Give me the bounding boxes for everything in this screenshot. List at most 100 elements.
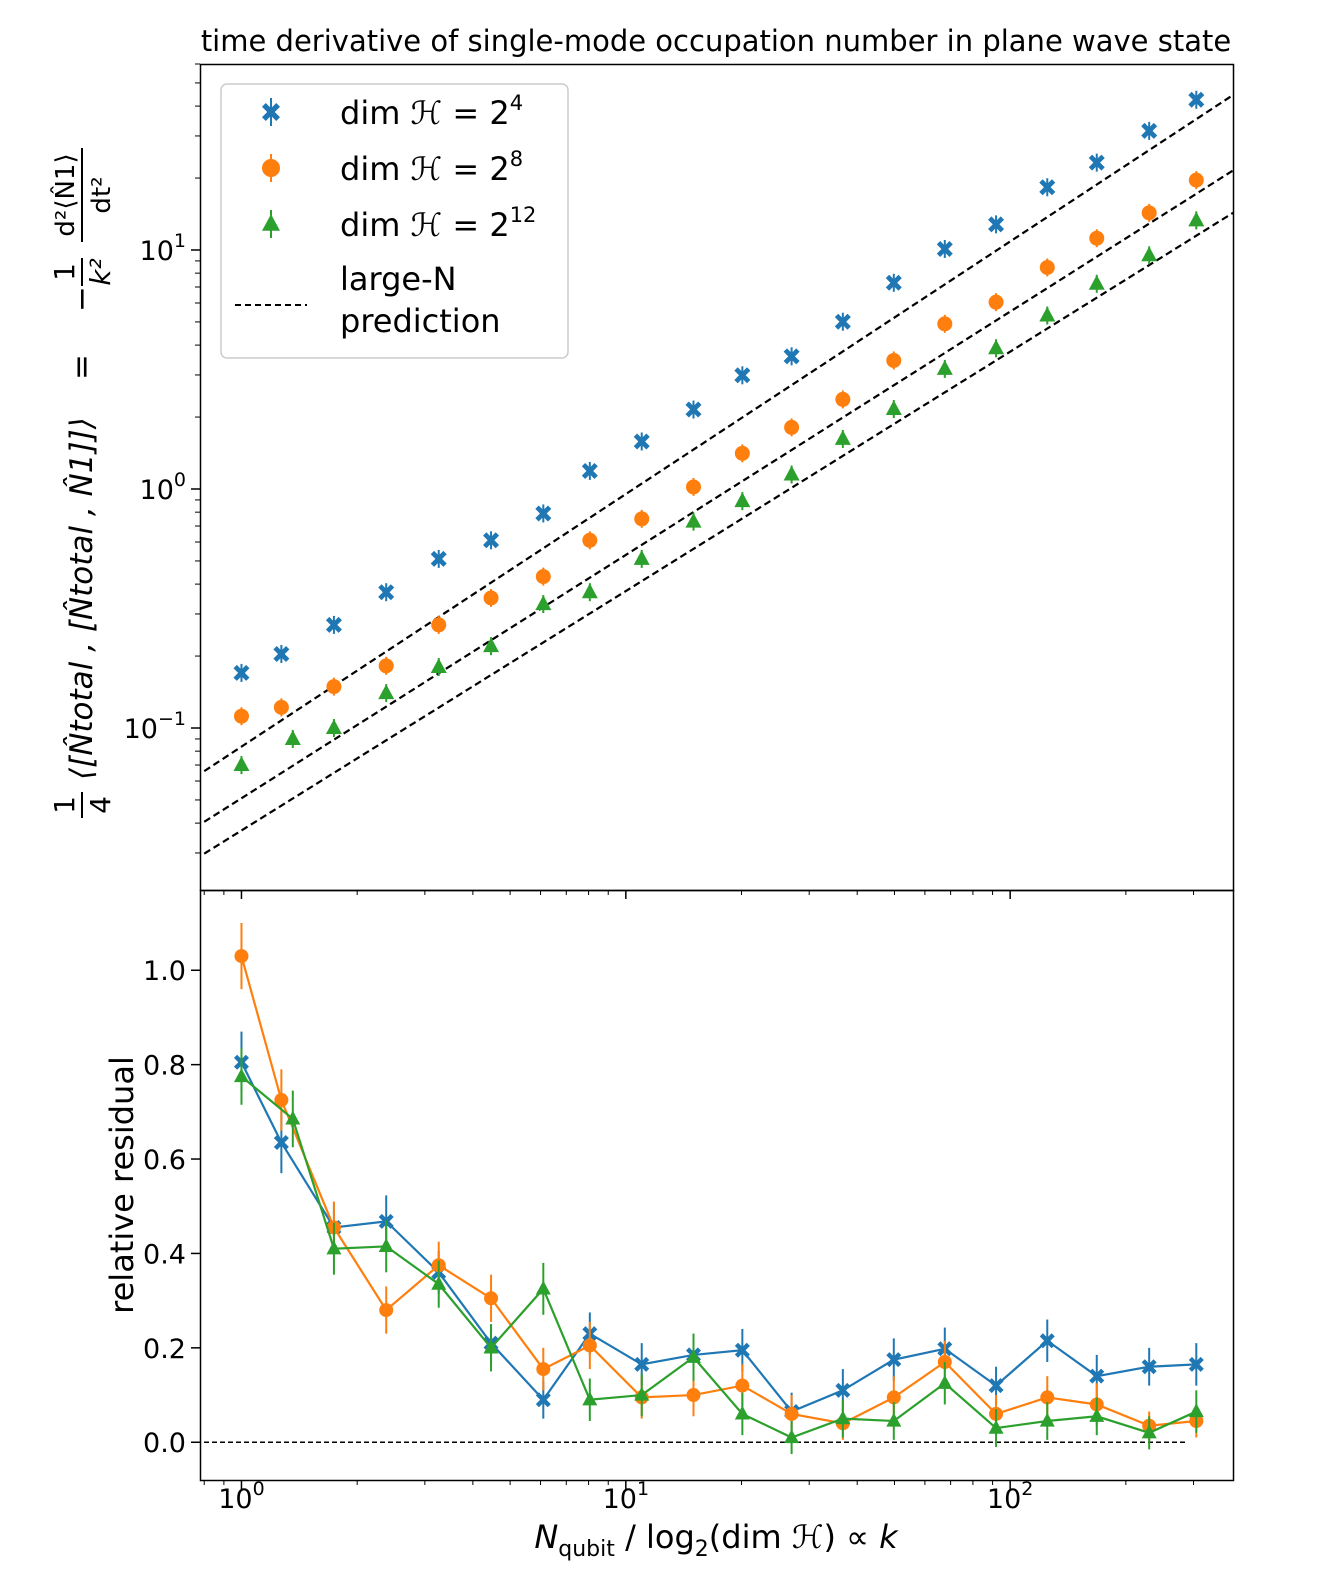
prediction-line-0 [203, 94, 1234, 773]
residual-point-s8 [1040, 1390, 1055, 1405]
residual-point-s12 [285, 1110, 301, 1125]
top-point-s12 [483, 637, 500, 653]
top-point-s8 [634, 511, 650, 527]
top-point-s4 [581, 462, 598, 479]
top-point-s4 [1141, 122, 1158, 139]
top-point-s8 [1188, 172, 1204, 188]
top-point-s4 [734, 367, 751, 384]
top-point-s12 [734, 492, 751, 508]
bottom-axes-frame [199, 889, 1235, 1482]
top-point-s8 [233, 708, 249, 724]
legend-markers [262, 98, 280, 238]
residual-point-s8 [784, 1406, 799, 1421]
residual-point-s12 [937, 1374, 953, 1389]
ylabel-rhs-sign: − [64, 286, 100, 312]
top-point-s8 [378, 658, 394, 674]
residual-point-s12 [886, 1412, 902, 1427]
residual-point-s8 [735, 1378, 750, 1393]
top-point-s4 [885, 274, 902, 291]
top-y-tick-label-2: 101 [140, 230, 186, 267]
top-point-s4 [1188, 91, 1205, 108]
top-point-s8 [1141, 205, 1157, 221]
residual-point-s4 [988, 1378, 1004, 1394]
top-point-s8 [535, 569, 551, 585]
residual-point-s12 [1089, 1408, 1105, 1422]
x-axis-label: Nqubit / log2(dim ℋ) ∝ k [534, 1518, 899, 1562]
bottom-y-tick-label-4: 0.8 [143, 1051, 186, 1082]
top-y-ticks: 10−1 100 101 [124, 63, 200, 854]
x-tick-label-2: 102 [987, 1478, 1033, 1515]
top-y-tick-label-0: 10−1 [124, 708, 186, 745]
top-point-s8 [685, 479, 701, 495]
legend-box [220, 83, 569, 359]
top-data-markers [233, 90, 1205, 775]
top-point-s8 [483, 590, 499, 606]
top-point-s12 [1141, 246, 1158, 262]
residual-point-s8 [274, 1093, 289, 1108]
ylabel-rhs-den: k² [84, 258, 117, 285]
residual-point-s8 [582, 1338, 597, 1353]
residual-point-s8 [536, 1362, 551, 1377]
top-point-s4 [483, 532, 500, 549]
top-point-s8 [886, 352, 902, 368]
ylabel-deriv-num: d²⟨N̂1⟩ [49, 153, 81, 236]
top-point-s8 [273, 699, 289, 715]
bottom-y-tick-label-0: 0.0 [143, 1428, 186, 1459]
residual-point-s8 [234, 949, 249, 964]
top-point-s12 [685, 512, 702, 528]
top-point-s4 [1088, 154, 1105, 171]
residual-point-s12 [326, 1240, 342, 1255]
legend-marker-s4 [262, 103, 280, 121]
top-point-s12 [284, 730, 301, 745]
legend-prediction-line2: prediction [340, 302, 501, 340]
prediction-line-1 [203, 169, 1234, 823]
top-point-s4 [783, 348, 800, 365]
x-tick-label-1: 101 [603, 1478, 649, 1515]
top-point-s8 [326, 679, 342, 695]
residual-point-s4 [835, 1382, 851, 1398]
top-point-s8 [582, 532, 598, 548]
residual-point-s12 [535, 1280, 551, 1295]
top-point-s12 [988, 339, 1005, 355]
top-point-s4 [378, 584, 395, 601]
x-tick-label-0: 100 [218, 1478, 264, 1515]
legend-prediction-line1: large-N [340, 260, 457, 298]
legend: dim ℋ = 24 dim ℋ = 28 dim ℋ = 212 large-… [220, 83, 569, 359]
residual-point-s12 [582, 1391, 598, 1406]
residual-point-s4 [1141, 1359, 1157, 1375]
residual-point-s8 [686, 1388, 701, 1403]
top-point-s4 [633, 433, 650, 450]
top-point-s12 [783, 465, 800, 481]
top-point-s8 [1089, 230, 1105, 246]
residual-point-s4 [535, 1392, 551, 1408]
top-point-s12 [1088, 274, 1105, 290]
top-point-s4 [430, 550, 447, 567]
top-point-s4 [988, 216, 1005, 233]
prediction-line-2 [203, 211, 1234, 855]
legend-entry-s12: dim ℋ = 212 [340, 203, 536, 244]
top-point-s12 [325, 719, 342, 735]
top-point-s8 [988, 294, 1004, 310]
bottom-y-tick-label-1: 0.2 [143, 1334, 186, 1365]
top-point-s4 [834, 313, 851, 330]
top-point-s12 [633, 550, 650, 565]
residual-point-s12 [835, 1410, 851, 1425]
top-point-s12 [1039, 306, 1056, 322]
legend-marker-s8 [262, 159, 280, 177]
residual-point-s4 [273, 1135, 289, 1151]
bottom-y-tick-label-5: 1.0 [143, 956, 186, 987]
bottom-series [233, 923, 1204, 1455]
top-point-s12 [1188, 211, 1205, 227]
x-ticks: 100 101 102 [203, 890, 1195, 1515]
residual-point-s8 [379, 1303, 394, 1318]
top-point-s12 [834, 430, 851, 445]
top-point-s4 [535, 505, 552, 522]
top-point-s12 [885, 400, 902, 416]
ylabel-rhs-num: 1 [48, 263, 81, 281]
top-point-s4 [325, 616, 342, 633]
prediction-lines [203, 94, 1234, 855]
residual-point-s12 [1188, 1403, 1204, 1418]
top-point-s4 [273, 645, 290, 662]
residual-point-s12 [233, 1068, 249, 1083]
